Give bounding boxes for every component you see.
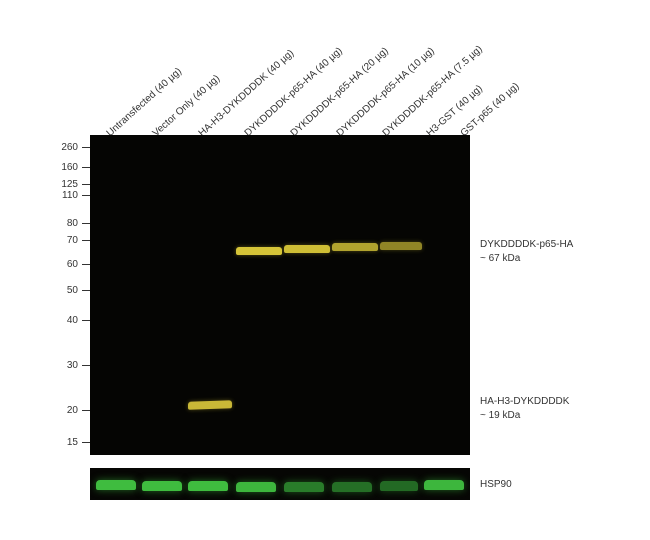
hsp90-band <box>188 481 228 491</box>
ladder-tick: 125 <box>50 179 90 190</box>
annotation-line: DYKDDDDK-p65-HA <box>480 238 573 252</box>
western-blot-figure: Untransfected (40 µg)Vector Only (40 µg)… <box>0 0 650 540</box>
lane-label: Untransfected (40 µg) <box>105 66 184 139</box>
main-blot-panel <box>90 135 470 455</box>
hsp90-band <box>96 480 136 490</box>
annotation-line: HSP90 <box>480 478 512 492</box>
hsp90-band <box>236 482 276 492</box>
ladder-tick-mark <box>82 184 90 185</box>
annotation-line: ~ 67 kDa <box>480 252 573 266</box>
annotation-line: HA-H3-DYKDDDDK <box>480 395 569 409</box>
hsp90-band <box>332 482 372 492</box>
ladder-tick: 15 <box>50 437 90 448</box>
band-annotation: HA-H3-DYKDDDDK~ 19 kDa <box>480 395 569 422</box>
ladder-tick: 20 <box>50 405 90 416</box>
hsp90-band <box>424 480 464 490</box>
lane-labels-group: Untransfected (40 µg)Vector Only (40 µg)… <box>0 0 650 130</box>
protein-band <box>236 247 282 255</box>
ladder-tick-label: 40 <box>67 315 82 326</box>
lane-label: GST-p65 (40 µg) <box>459 81 522 139</box>
protein-band <box>380 242 422 250</box>
protein-band <box>332 243 378 251</box>
ladder-tick-mark <box>82 365 90 366</box>
ladder-tick-label: 70 <box>67 235 82 246</box>
ladder-tick-mark <box>82 167 90 168</box>
ladder-tick-mark <box>82 410 90 411</box>
ladder-tick-label: 20 <box>67 405 82 416</box>
ladder-tick-label: 30 <box>67 360 82 371</box>
ladder-tick-label: 125 <box>61 179 82 190</box>
ladder-tick: 110 <box>50 190 90 201</box>
ladder-tick-label: 60 <box>67 259 82 270</box>
lane-label: HA-H3-DYKDDDDK (40 µg) <box>197 48 297 139</box>
ladder-tick: 260 <box>50 142 90 153</box>
ladder-tick-label: 260 <box>61 142 82 153</box>
hsp90-band <box>284 482 324 492</box>
ladder-tick: 50 <box>50 285 90 296</box>
ladder-tick: 160 <box>50 162 90 173</box>
ladder-tick: 70 <box>50 235 90 246</box>
ladder-tick-mark <box>82 195 90 196</box>
ladder-tick: 30 <box>50 360 90 371</box>
protein-band <box>188 400 232 410</box>
ladder-tick-mark <box>82 147 90 148</box>
hsp90-blot-panel <box>90 468 470 500</box>
hsp90-band <box>142 481 182 491</box>
ladder-tick-mark <box>82 264 90 265</box>
ladder-tick-label: 110 <box>62 190 82 201</box>
band-annotation: HSP90 <box>480 478 512 492</box>
hsp90-band <box>380 481 418 491</box>
ladder-tick-label: 80 <box>67 218 82 229</box>
ladder-tick-label: 50 <box>67 285 82 296</box>
ladder-tick-label: 15 <box>67 437 82 448</box>
ladder-tick: 60 <box>50 259 90 270</box>
ladder-tick-mark <box>82 223 90 224</box>
protein-band <box>284 245 330 253</box>
ladder-tick-mark <box>82 442 90 443</box>
ladder-tick: 80 <box>50 218 90 229</box>
ladder-tick-mark <box>82 240 90 241</box>
ladder-tick-label: 160 <box>61 162 82 173</box>
annotation-line: ~ 19 kDa <box>480 409 569 423</box>
ladder-tick: 40 <box>50 315 90 326</box>
ladder-tick-mark <box>82 290 90 291</box>
ladder-tick-mark <box>82 320 90 321</box>
band-annotation: DYKDDDDK-p65-HA~ 67 kDa <box>480 238 573 265</box>
